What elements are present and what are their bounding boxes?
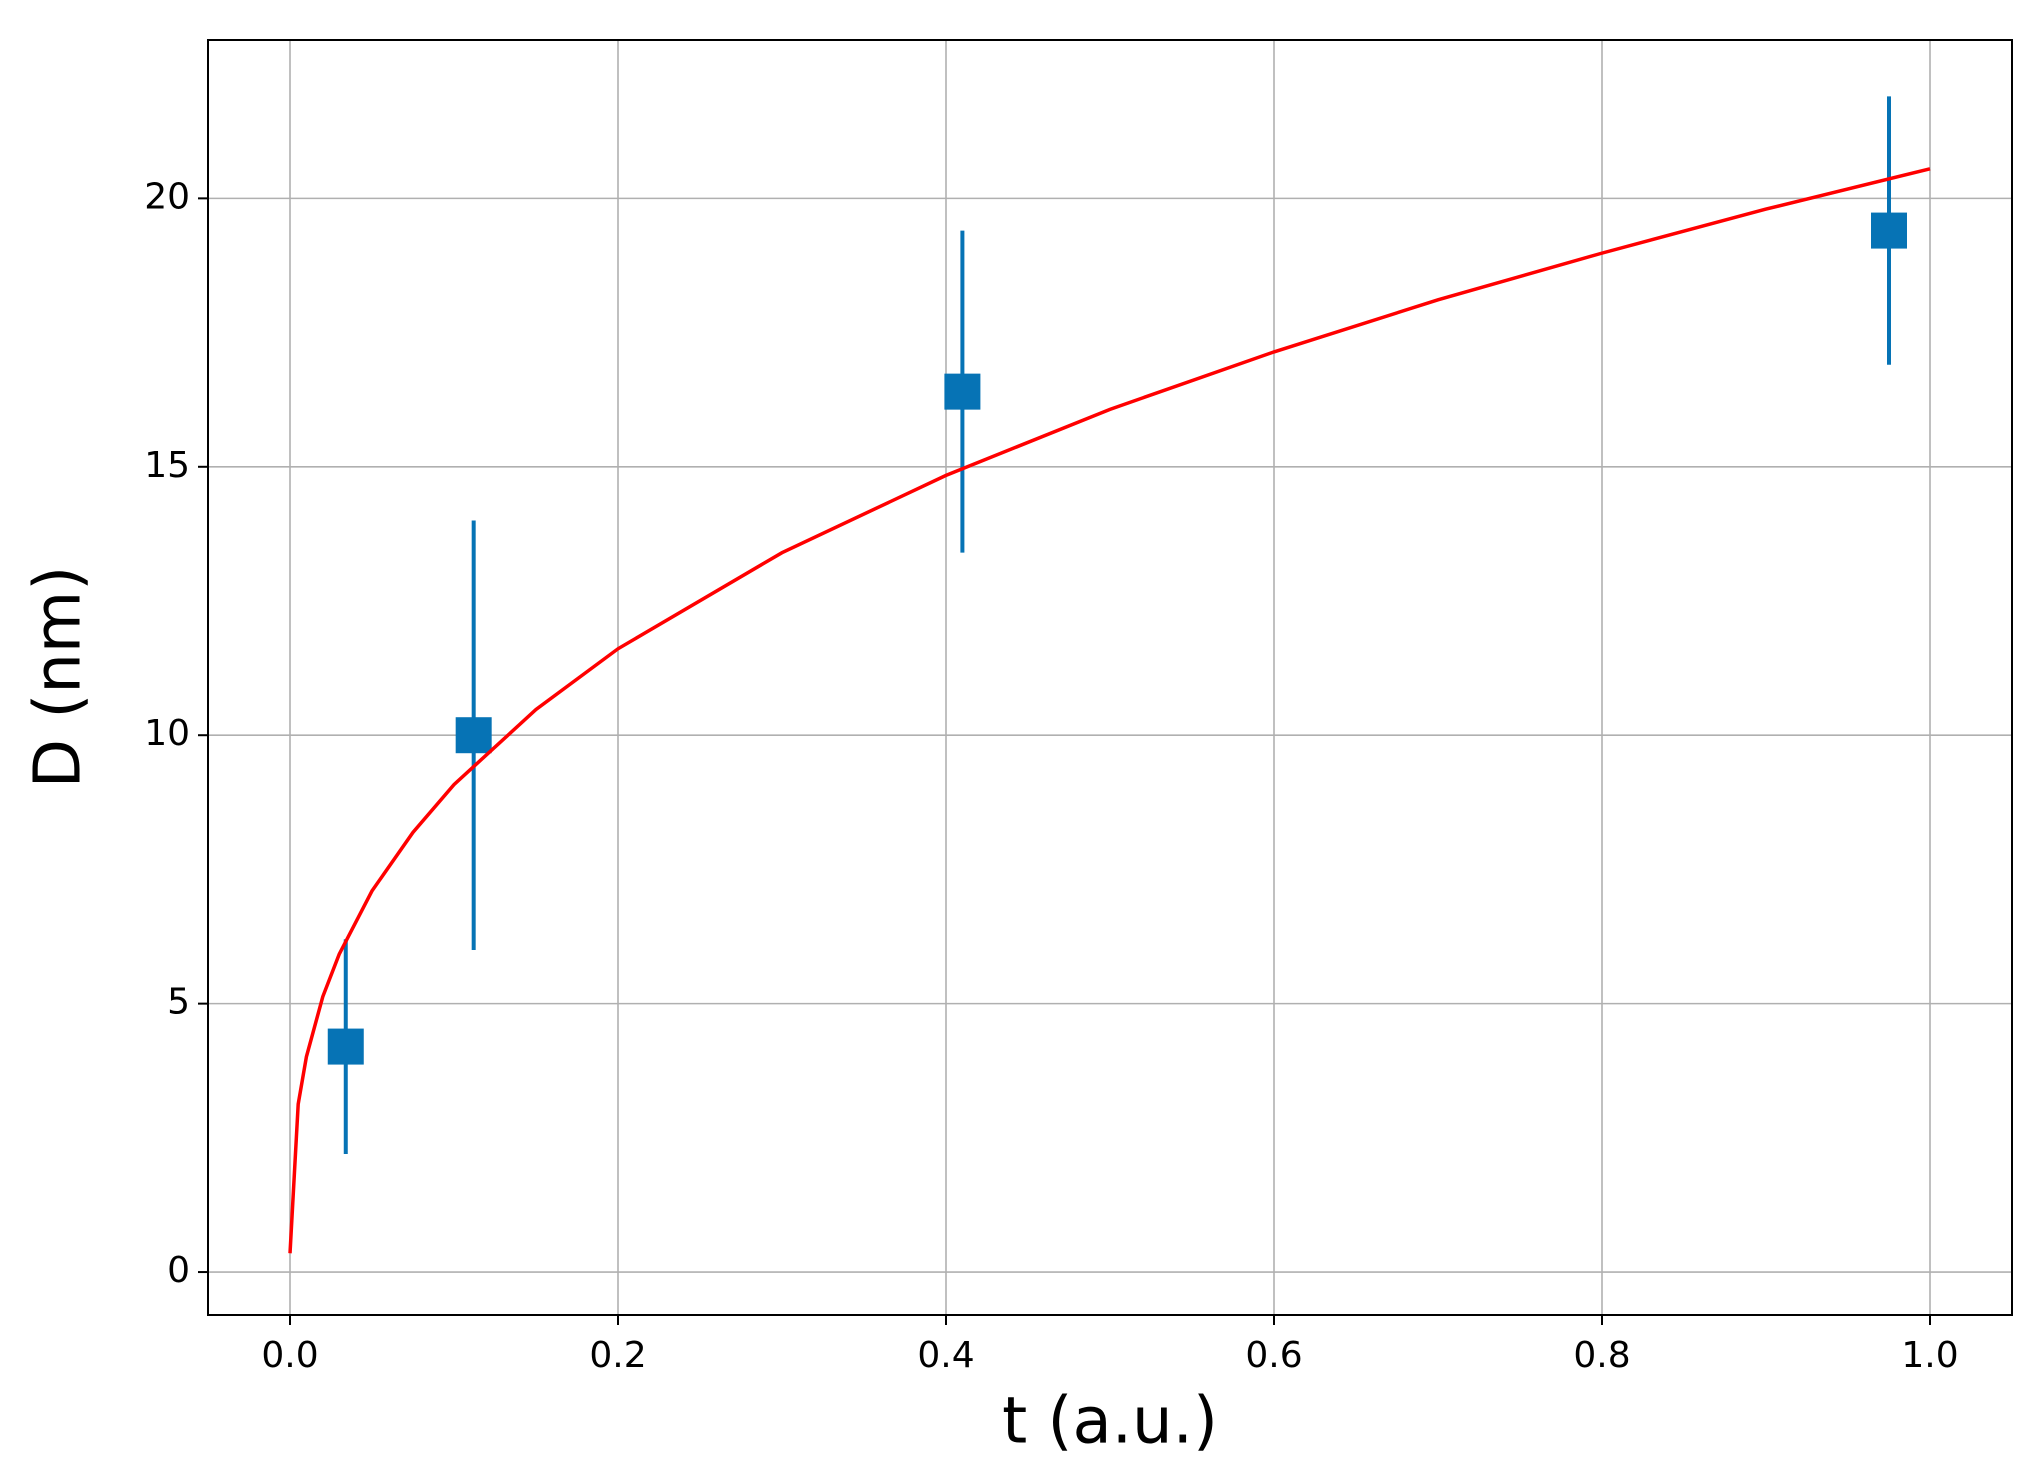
x-tick-label: 1.0	[1901, 1335, 1958, 1376]
x-tick-label: 0.8	[1573, 1335, 1630, 1376]
x-tick-label: 0.2	[589, 1335, 646, 1376]
x-tick-label: 0.4	[917, 1335, 974, 1376]
y-tick-label: 15	[144, 445, 190, 486]
point	[327, 1028, 364, 1065]
y-tick-label: 20	[144, 176, 190, 217]
point	[1871, 212, 1907, 249]
y-tick-label: 5	[167, 982, 190, 1023]
y-tick-label: 0	[167, 1250, 190, 1291]
plot-frame	[207, 39, 2013, 1316]
fit-curve	[288, 167, 1931, 1254]
y-tick-label: 10	[144, 713, 190, 754]
point	[455, 717, 492, 754]
x-tick-label: 0.6	[1245, 1335, 1302, 1376]
y-axis-label: D (nm)	[22, 566, 96, 788]
point	[944, 373, 981, 410]
x-axis-label: t (a.u.)	[1002, 1385, 1218, 1459]
x-tick-label: 0.0	[261, 1335, 318, 1376]
